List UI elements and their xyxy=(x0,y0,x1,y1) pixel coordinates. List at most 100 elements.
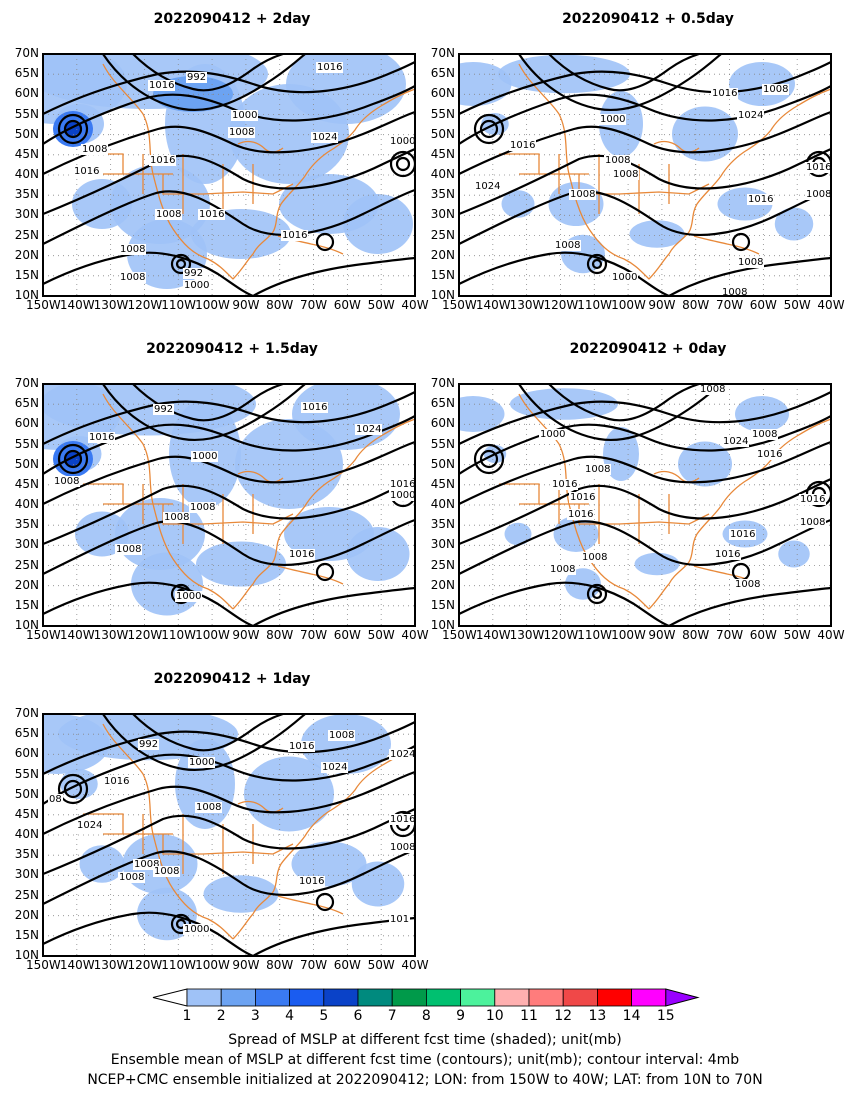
longitude-label: 40W xyxy=(401,298,429,312)
latitude-label: 30N xyxy=(430,537,455,552)
low-pressure-contour xyxy=(315,892,335,912)
panel-title-1.5day: 2022090412 + 1.5day xyxy=(146,341,318,357)
legend-tick-label: 14 xyxy=(622,1008,641,1024)
longitude-label: 60W xyxy=(333,298,361,312)
contour-label: 1008 xyxy=(612,169,640,180)
spread-shading xyxy=(459,396,505,432)
low-pressure-contour xyxy=(170,253,192,275)
contour-line xyxy=(459,391,831,445)
latitude-label: 35N xyxy=(14,847,39,862)
contour-line xyxy=(43,807,415,876)
latitude-label: 55N xyxy=(14,766,39,781)
latitude-label: 50N xyxy=(14,456,39,471)
coastlines xyxy=(83,723,415,940)
contour-label: 1008 xyxy=(189,502,217,513)
contour-line xyxy=(459,188,831,245)
latitude-label: 60N xyxy=(14,86,39,101)
contour-line xyxy=(43,147,415,216)
longitude-label: 90W xyxy=(648,628,676,642)
contour-line xyxy=(43,188,415,245)
contour-line xyxy=(102,54,306,111)
contour-line xyxy=(668,586,831,626)
longitude-label: 40W xyxy=(817,628,845,642)
longitude-label: 40W xyxy=(401,958,429,972)
legend-tick-label: 6 xyxy=(353,1008,363,1024)
longitude-label: 70W xyxy=(299,958,328,972)
contour-label: 1000 xyxy=(389,490,415,501)
low-pressure-contour xyxy=(389,150,415,178)
contour-label: 1008 xyxy=(699,384,727,395)
latitude-label: 55N xyxy=(430,106,455,121)
map-canvas xyxy=(459,54,831,296)
contour-label: 1008 xyxy=(549,564,577,575)
contour-label: 1016 xyxy=(149,155,177,166)
contour-label: 1008 xyxy=(195,802,223,813)
contour-line xyxy=(459,147,831,216)
low-pressure-contour xyxy=(175,258,187,270)
legend-tick-label: 3 xyxy=(250,1008,260,1024)
caption-contours: Ensemble mean of MSLP at different fcst … xyxy=(110,1052,740,1068)
contour-label: 1016 xyxy=(747,194,775,205)
spread-shading xyxy=(291,841,367,887)
low-pressure-contour xyxy=(473,113,505,145)
panel-title-0day: 2022090412 + 0day xyxy=(569,341,727,357)
contour-label: 1008 xyxy=(581,552,609,563)
contour-label: 1024 xyxy=(389,749,415,760)
spread-shading xyxy=(678,441,732,487)
low-pressure-contour xyxy=(315,232,335,252)
map-area: 992 1016 1008 1000 1024 1016 1008 1024 1008 1008 1… xyxy=(43,714,415,956)
contour-label: 1000 xyxy=(183,280,211,291)
longitude-label: 120W xyxy=(543,298,579,312)
longitude-label: 140W xyxy=(59,958,95,972)
latitude-label: 25N xyxy=(14,887,39,902)
low-pressure-contour xyxy=(57,443,89,475)
latitude-label: 65N xyxy=(430,396,455,411)
contour-label: 1000 xyxy=(183,924,211,935)
contour-line xyxy=(252,256,415,296)
map-frame xyxy=(458,383,832,627)
color-legend-bar xyxy=(152,988,700,1007)
contour-label: 1000 xyxy=(191,451,219,462)
legend-swatch xyxy=(460,988,496,1007)
latitude-label: 35N xyxy=(14,517,39,532)
latitude-label: 20N xyxy=(430,577,455,592)
latitude-label: 10N xyxy=(14,618,39,632)
legend-tick-label: 10 xyxy=(485,1008,504,1024)
contour-line xyxy=(459,85,831,145)
latitude-label: 50N xyxy=(14,126,39,141)
map-area: 1016 992 1016 1000 1008 1024 1008 1016 1016 1008 1… xyxy=(43,54,415,296)
low-pressure-contour xyxy=(591,588,603,600)
contour-label: 1000 xyxy=(231,110,259,121)
contour-line xyxy=(43,745,415,805)
caption-shading: Spread of MSLP at different fcst time (s… xyxy=(228,1032,622,1048)
contour-label: 1008 xyxy=(721,287,749,296)
latitude-label: 10N xyxy=(430,288,455,302)
longitude-label: 130W xyxy=(93,298,129,312)
latitude-label: 45N xyxy=(14,476,39,491)
legend-swatch xyxy=(391,988,427,1007)
legend-tick-label: 8 xyxy=(421,1008,431,1024)
longitude-label: 70W xyxy=(299,628,328,642)
contour-line xyxy=(132,714,284,752)
longitude-label: 110W xyxy=(161,298,197,312)
latitude-label: 10N xyxy=(14,288,39,302)
contour-line xyxy=(43,391,415,445)
longitude-label: 130W xyxy=(509,298,545,312)
latitude-label: 30N xyxy=(14,207,39,222)
latitude-label: 20N xyxy=(14,577,39,592)
contour-label: 1008 xyxy=(119,244,147,255)
longitude-label: 120W xyxy=(543,628,579,642)
contour-line xyxy=(459,518,831,575)
latitude-label: 60N xyxy=(430,86,455,101)
contour-line xyxy=(43,770,415,835)
legend-tick-label: 9 xyxy=(456,1008,466,1024)
legend-swatch xyxy=(528,988,564,1007)
latitude-label: 25N xyxy=(430,557,455,572)
contour-label: 1024 xyxy=(474,181,502,192)
longitude-label: 130W xyxy=(93,628,129,642)
longitude-label: 150W xyxy=(26,298,61,312)
contour-label: 1000 xyxy=(599,114,627,125)
contour-label: 1008 xyxy=(554,240,582,251)
contour-label: 1008 xyxy=(163,512,191,523)
latitude-label: 55N xyxy=(14,106,39,121)
